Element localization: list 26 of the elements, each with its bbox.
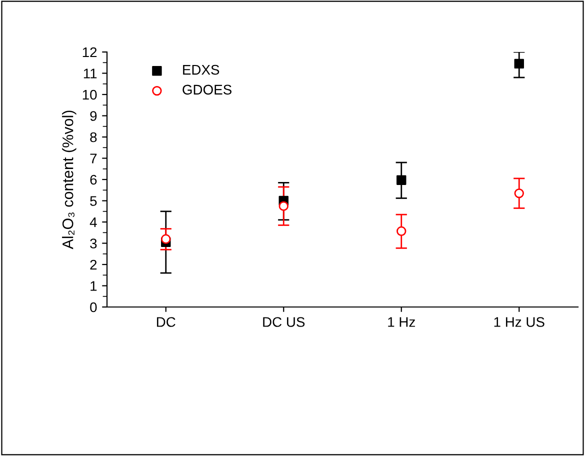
x-tick-label: 1 Hz bbox=[388, 317, 415, 327]
point bbox=[514, 58, 524, 69]
y-tick-label: 8 bbox=[90, 132, 97, 142]
y-tick-label: 4 bbox=[90, 217, 97, 228]
y-tick-label: 2 bbox=[90, 260, 97, 270]
legend-label: EDXS bbox=[183, 64, 220, 75]
y-tick-label: 5 bbox=[90, 196, 97, 206]
y-tick-label: 1 bbox=[90, 281, 97, 291]
x-tick-label: DC US bbox=[263, 317, 305, 327]
x-tick-label: 1 Hz US bbox=[494, 317, 544, 327]
point bbox=[161, 234, 171, 244]
y-axis-title: Al₂O₃ content (%vol) bbox=[62, 110, 76, 250]
y-tick-label: 7 bbox=[90, 154, 97, 164]
point bbox=[278, 201, 288, 211]
y-tick-label: 10 bbox=[82, 90, 97, 100]
y-tick-label: 11 bbox=[84, 68, 97, 78]
y-tick-label: 9 bbox=[90, 111, 97, 121]
point bbox=[514, 188, 524, 198]
y-tick-label: 12 bbox=[82, 47, 97, 58]
x-tick-label: DC bbox=[156, 317, 176, 327]
y-tick-label: 0 bbox=[90, 302, 97, 312]
y-tick-label: 3 bbox=[90, 238, 97, 248]
point bbox=[396, 175, 406, 185]
point bbox=[396, 226, 406, 236]
legend-label: GDOES bbox=[182, 84, 232, 95]
y-tick-label: 6 bbox=[90, 174, 97, 185]
